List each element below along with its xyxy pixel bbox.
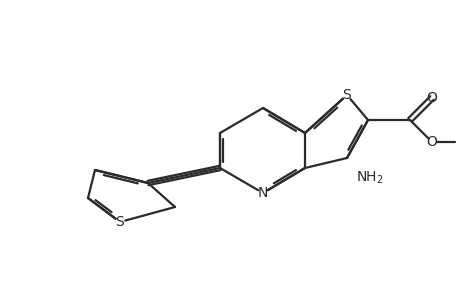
Text: S: S <box>342 88 351 102</box>
Text: S: S <box>115 215 124 229</box>
Text: O: O <box>425 91 437 105</box>
Text: O: O <box>425 135 437 149</box>
Text: N: N <box>257 186 268 200</box>
Text: NH$_2$: NH$_2$ <box>355 170 383 186</box>
